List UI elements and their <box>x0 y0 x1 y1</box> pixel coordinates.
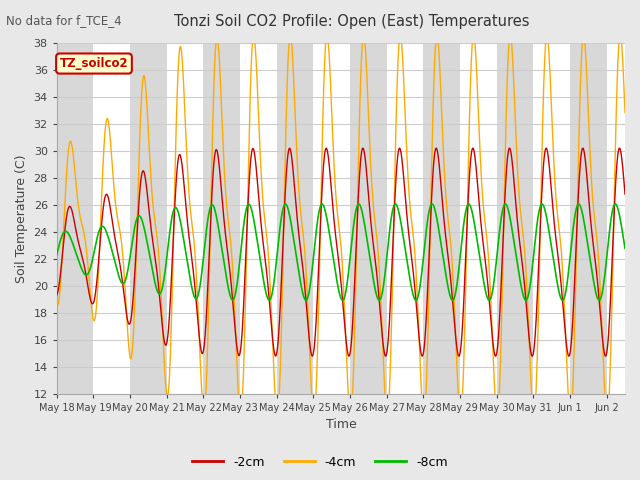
Bar <box>204 43 240 394</box>
Text: Tonzi Soil CO2 Profile: Open (East) Temperatures: Tonzi Soil CO2 Profile: Open (East) Temp… <box>174 14 530 29</box>
Bar <box>130 43 167 394</box>
X-axis label: Time: Time <box>326 419 356 432</box>
Bar <box>497 43 533 394</box>
Text: No data for f_TCE_4: No data for f_TCE_4 <box>6 14 122 27</box>
Bar <box>350 43 387 394</box>
Legend: -2cm, -4cm, -8cm: -2cm, -4cm, -8cm <box>187 451 453 474</box>
Bar <box>276 43 314 394</box>
Bar <box>570 43 607 394</box>
Y-axis label: Soil Temperature (C): Soil Temperature (C) <box>15 154 28 283</box>
Bar <box>57 43 93 394</box>
Bar <box>424 43 460 394</box>
Text: TZ_soilco2: TZ_soilco2 <box>60 57 128 70</box>
